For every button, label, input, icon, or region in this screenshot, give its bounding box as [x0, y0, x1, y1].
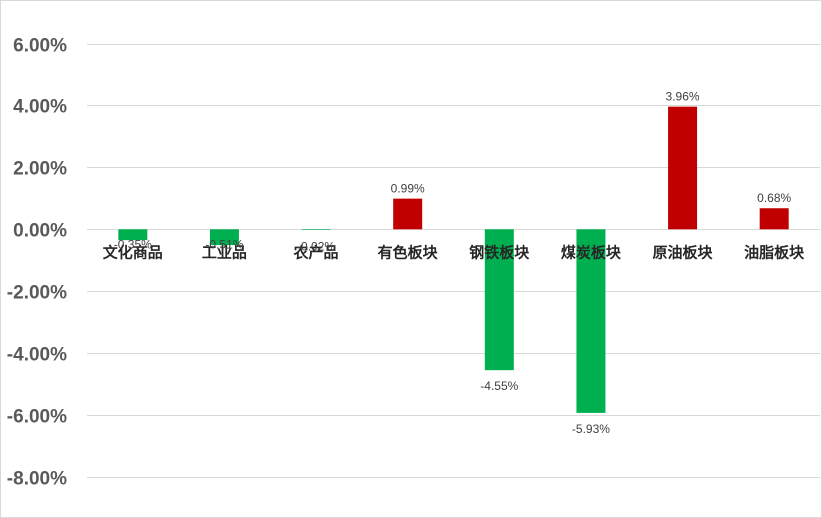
y-tick-label: 0.00% [13, 221, 67, 242]
x-category-label: 钢铁板块 [469, 243, 530, 261]
y-tick-label: -2.00% [7, 283, 67, 304]
y-axis-tick-labels: 6.00% 4.00% 2.00% 0.00% -2.00% -4.00% -6.00% -8… [7, 36, 67, 490]
data-label: 3.96% [666, 90, 700, 104]
x-category-label: 文化商品 [103, 243, 163, 261]
bar [118, 229, 148, 241]
gridlines [87, 44, 820, 478]
y-tick-label: -6.00% [7, 407, 67, 428]
data-label: -4.55% [480, 379, 518, 393]
bar [668, 106, 698, 230]
y-tick-label: -4.00% [7, 345, 67, 366]
bar [393, 198, 423, 230]
data-label: -0.35% [114, 237, 152, 251]
data-label: -0.02% [297, 239, 335, 253]
data-label: -5.93% [572, 422, 610, 436]
x-axis-category-labels: 文化商品 工业品 农产品 有色板块 钢铁板块 煤炭板块 原油板块 油脂板块 [103, 243, 805, 261]
data-labels: -0.35% -0.51% -0.02% 0.99% -4.55% -5.93% 3.96%… [114, 90, 792, 436]
y-tick-label: 6.00% [13, 36, 67, 57]
data-label: 0.99% [391, 182, 425, 196]
bar [301, 229, 331, 230]
data-label: -0.51% [205, 237, 243, 251]
bar [209, 229, 239, 246]
x-category-label: 油脂板块 [744, 243, 805, 261]
data-label: 0.68% [757, 191, 791, 205]
y-tick-label: 2.00% [13, 159, 67, 180]
x-category-label: 农产品 [293, 243, 339, 261]
y-tick-label: 4.00% [13, 97, 67, 118]
bar [576, 229, 606, 413]
x-category-label: 原油板块 [653, 243, 714, 261]
bar [759, 208, 789, 230]
bars [118, 106, 789, 413]
x-category-label: 有色板块 [378, 243, 439, 261]
bar [484, 229, 514, 371]
x-category-label: 煤炭板块 [561, 243, 622, 261]
y-tick-label: -8.00% [7, 469, 67, 490]
x-category-label: 工业品 [202, 243, 247, 261]
